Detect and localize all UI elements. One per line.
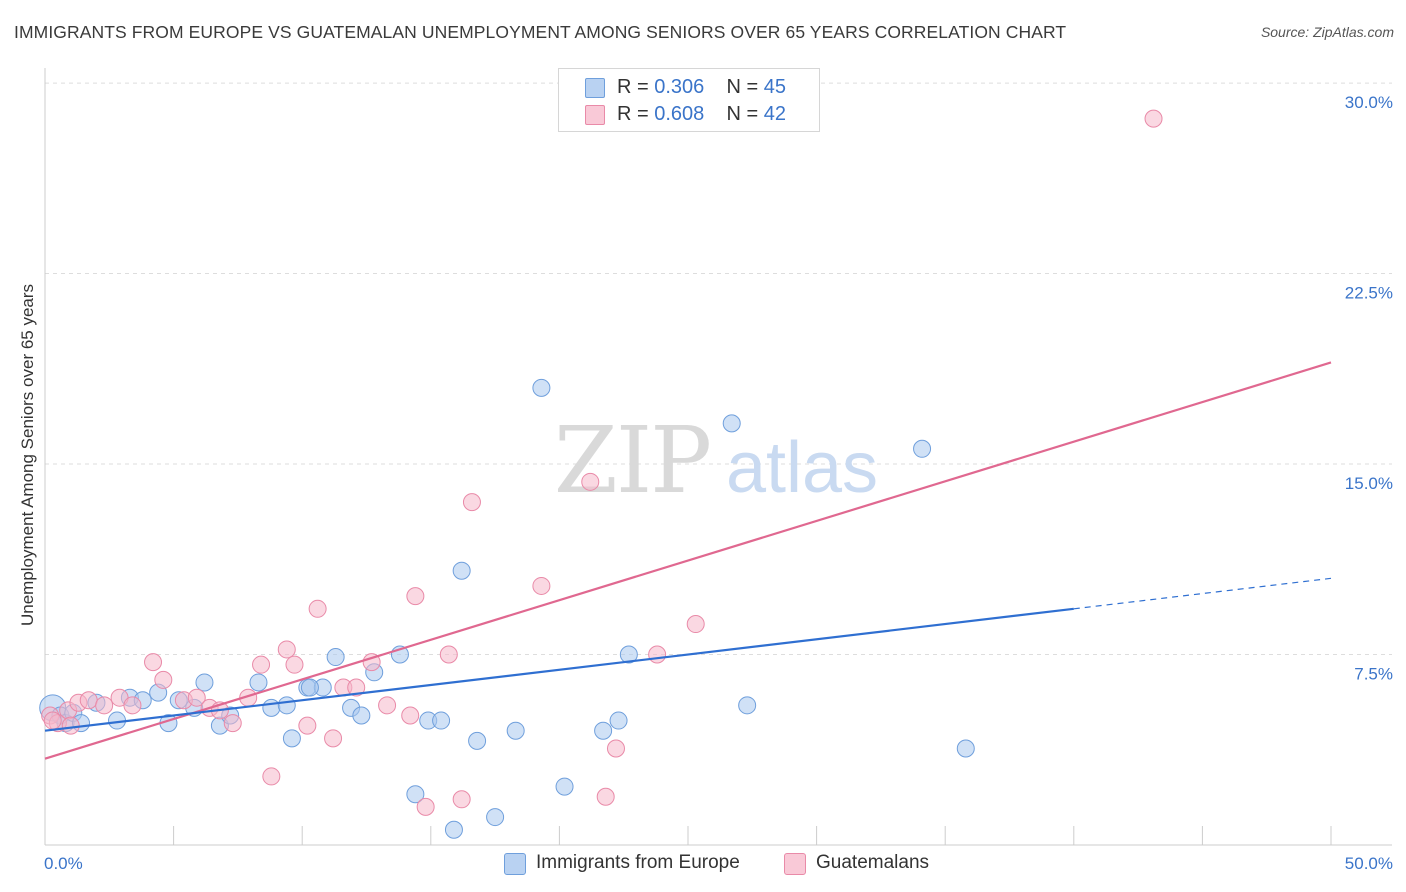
data-point [352, 706, 371, 725]
watermark-zip: ZIP [554, 407, 710, 514]
data-point [406, 785, 425, 804]
grid-lines [45, 82, 1392, 656]
data-point [594, 721, 613, 740]
legend-r-value: 0.306 [654, 76, 705, 98]
data-point [79, 691, 98, 710]
data-point [61, 716, 80, 735]
data-point [223, 714, 242, 733]
data-point [913, 439, 932, 458]
data-point [532, 576, 551, 595]
data-point [144, 653, 163, 672]
data-point [282, 729, 301, 748]
legend-swatch-blue [585, 78, 605, 98]
legend-r-label: R = [617, 103, 655, 125]
y-tick-label: 15.0% [1345, 474, 1393, 493]
watermark-atlas: atlas [726, 428, 878, 508]
data-point [154, 670, 173, 689]
data-point [486, 808, 505, 827]
data-point [401, 706, 420, 725]
x-tick-labels: 0.0% 50.0% [44, 854, 1393, 873]
source-label: Source: ZipAtlas.com [1260, 24, 1394, 40]
data-point [43, 711, 62, 730]
data-point [262, 698, 281, 717]
chart-title: IMMIGRANTS FROM EUROPE VS GUATEMALAN UNE… [14, 22, 1067, 42]
bottom-legend-label: Immigrants from Europe [536, 852, 740, 873]
trend-line-guatemalans [44, 361, 1332, 760]
data-point [686, 615, 705, 634]
data-point [324, 729, 343, 748]
data-point [506, 721, 525, 740]
data-point [555, 777, 574, 796]
y-tick-label: 7.5% [1354, 665, 1393, 684]
trend-lines [44, 361, 1332, 760]
data-point [123, 696, 142, 715]
data-point [298, 716, 317, 735]
data-point [452, 561, 471, 580]
legend-r-label: R = [617, 76, 655, 98]
data-point [326, 648, 345, 667]
legend-n-label: N = [726, 76, 764, 98]
data-point [581, 472, 600, 491]
data-point [347, 678, 366, 697]
watermark: ZIP atlas [554, 407, 878, 514]
data-point [252, 655, 271, 674]
data-point [406, 587, 425, 606]
series-immigrants-from-europe [39, 378, 975, 839]
y-tick-label: 22.5% [1345, 284, 1393, 303]
x-tick-label: 0.0% [44, 854, 83, 873]
data-point [1144, 109, 1163, 128]
data-point [468, 731, 487, 750]
data-point [439, 645, 458, 664]
bottom-legend-swatch-pink [784, 853, 806, 875]
data-point [285, 655, 304, 674]
trend-line-immigrants [44, 607, 1074, 732]
data-point [277, 696, 296, 715]
data-point [432, 711, 451, 730]
data-point [606, 739, 625, 758]
data-point [648, 645, 667, 664]
data-point [738, 696, 757, 715]
series-guatemalans [41, 109, 1163, 816]
data-point [532, 378, 551, 397]
data-point [596, 787, 615, 806]
data-point [609, 711, 628, 730]
y-tick-label: 30.0% [1345, 93, 1393, 112]
y-tick-labels: 7.5% 15.0% 22.5% 30.0% [1345, 93, 1393, 683]
y-axis-label: Unemployment Among Seniors over 65 years [18, 283, 37, 627]
trend-line-immigrants-extension [1073, 577, 1332, 610]
data-point [249, 673, 268, 692]
data-point [362, 653, 381, 672]
data-point [187, 688, 206, 707]
data-point [195, 673, 214, 692]
legend-n-value: 45 [763, 76, 787, 98]
legend-swatch-pink [585, 105, 605, 125]
data-point [956, 739, 975, 758]
data-point [619, 645, 638, 664]
data-point [95, 696, 114, 715]
legend-n-value: 42 [763, 103, 787, 125]
axes [44, 68, 1392, 846]
data-point [452, 790, 471, 809]
data-point [308, 599, 327, 618]
correlation-legend: R = 0.306 N = 45 R = 0.608 N = 42 [558, 68, 820, 132]
data-point [277, 640, 296, 659]
bottom-legend-label: Guatemalans [816, 852, 930, 873]
bottom-legend-swatch-blue [504, 853, 526, 875]
data-point [462, 493, 481, 512]
data-point [416, 797, 435, 816]
data-point [300, 678, 319, 697]
legend-n-label: N = [726, 103, 764, 125]
data-point [378, 696, 397, 715]
legend-r-value: 0.608 [654, 103, 705, 125]
x-tick-label: 50.0% [1345, 854, 1393, 873]
data-point [722, 414, 741, 433]
data-point [444, 820, 463, 839]
data-point [262, 767, 281, 786]
